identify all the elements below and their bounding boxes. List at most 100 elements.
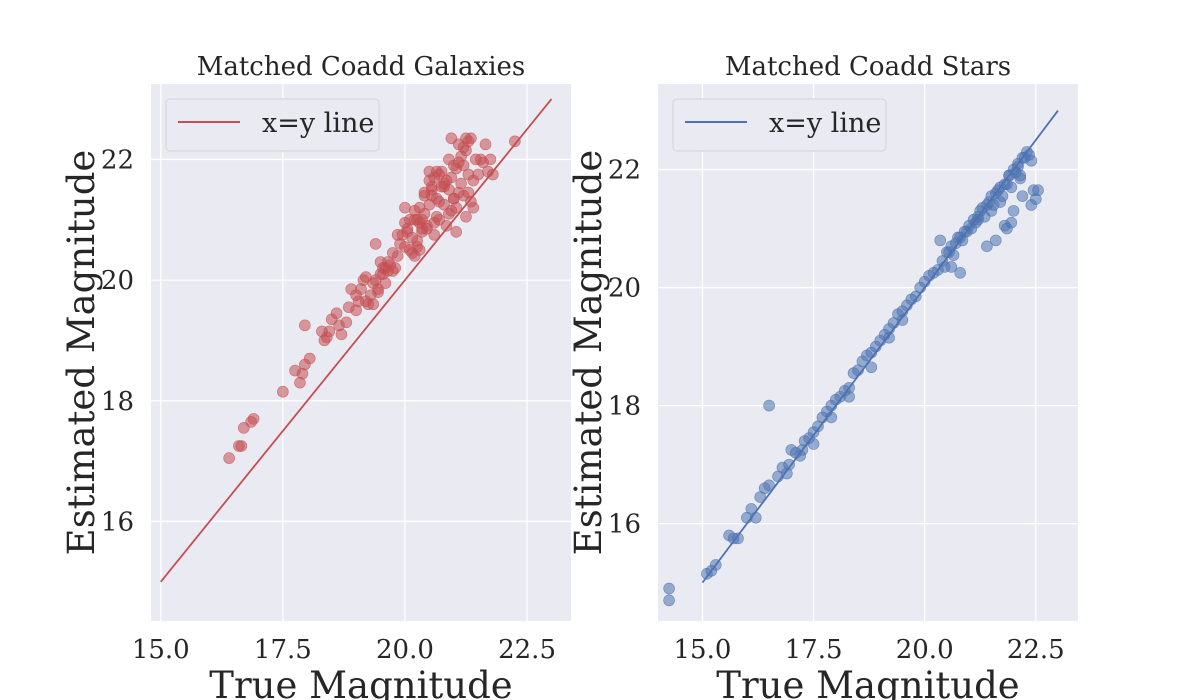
stars-data-point bbox=[985, 205, 998, 217]
stars-data-point bbox=[994, 196, 1007, 208]
stars-data-point bbox=[1023, 149, 1035, 161]
stars-data-point bbox=[934, 234, 947, 247]
galaxies-data-point bbox=[430, 165, 443, 178]
stars-data-point bbox=[663, 594, 675, 607]
galaxies-data-point bbox=[382, 256, 394, 268]
stars-data-point bbox=[1001, 222, 1013, 235]
galaxies-data-point bbox=[340, 316, 353, 329]
galaxies-data-point bbox=[460, 210, 472, 223]
stars-data-point bbox=[763, 399, 775, 412]
galaxies-data-point bbox=[411, 241, 423, 253]
galaxies-data-point bbox=[438, 180, 450, 193]
galaxies-data-point bbox=[433, 213, 445, 226]
galaxies-data-point bbox=[462, 186, 475, 199]
stars-data-point bbox=[763, 479, 775, 492]
stars-data-point bbox=[1014, 169, 1027, 182]
galaxies-x-axis-label: True Magnitude bbox=[209, 664, 512, 700]
stars-panel: 15.0 17.5 20.0 22.5 16 18 20 22 Matched Coadd St… bbox=[567, 52, 1078, 700]
galaxies-data-point bbox=[277, 385, 289, 398]
galaxies-data-point bbox=[426, 180, 438, 193]
galaxies-legend-box bbox=[165, 98, 380, 152]
stars-data-point bbox=[981, 240, 993, 253]
galaxies-data-point bbox=[460, 144, 472, 157]
galaxies-legend-label: x=y line bbox=[262, 108, 374, 139]
galaxies-legend: x=y line bbox=[165, 98, 380, 152]
galaxies-y-axis-label: Estimated Magnitude bbox=[60, 150, 103, 556]
stars-y-tick-label: 18 bbox=[608, 392, 641, 422]
stars-data-point bbox=[954, 267, 967, 279]
galaxies-data-point bbox=[399, 201, 411, 214]
stars-data-point bbox=[663, 582, 675, 595]
galaxies-data-point bbox=[450, 226, 463, 238]
galaxies-data-point bbox=[335, 328, 348, 341]
stars-data-point bbox=[1003, 169, 1015, 182]
galaxies-data-point bbox=[430, 192, 443, 205]
galaxies-data-point bbox=[452, 156, 465, 169]
galaxies-data-point bbox=[299, 319, 311, 332]
stars-data-point bbox=[965, 222, 978, 235]
galaxies-data-point bbox=[447, 192, 460, 205]
galaxies-data-point bbox=[377, 268, 389, 280]
stars-data-point bbox=[807, 438, 820, 450]
galaxies-data-point bbox=[386, 247, 399, 259]
galaxies-data-point bbox=[487, 168, 499, 181]
stars-data-point bbox=[989, 234, 1002, 247]
galaxies-x-tick-label: 17.5 bbox=[254, 635, 312, 665]
galaxies-data-point bbox=[369, 238, 382, 250]
galaxies-panel: 15.0 17.5 20.0 22.5 16 18 20 22 Matched Coadd Ga… bbox=[60, 52, 571, 700]
stars-data-point bbox=[749, 511, 762, 524]
galaxies-data-point bbox=[467, 201, 480, 214]
stars-x-tick-label: 22.5 bbox=[1007, 635, 1065, 665]
galaxies-data-point bbox=[484, 153, 497, 166]
stars-data-point bbox=[1025, 199, 1038, 211]
stars-x-tick-label: 20.0 bbox=[896, 635, 954, 665]
galaxies-title: Matched Coadd Galaxies bbox=[197, 52, 526, 82]
stars-x-tick-label: 17.5 bbox=[785, 635, 843, 665]
stars-data-point bbox=[947, 249, 960, 261]
stars-data-point bbox=[1005, 181, 1018, 194]
stars-data-point bbox=[825, 411, 838, 424]
galaxies-data-point bbox=[404, 213, 416, 226]
galaxies-data-point bbox=[479, 138, 492, 151]
galaxies-data-point bbox=[455, 177, 467, 190]
galaxies-data-point bbox=[443, 153, 455, 166]
stars-x-axis-label: True Magnitude bbox=[716, 664, 1019, 700]
galaxies-data-point bbox=[372, 286, 384, 298]
galaxies-data-point bbox=[460, 132, 472, 145]
stars-data-point bbox=[896, 314, 909, 326]
galaxies-data-point bbox=[247, 413, 260, 425]
stars-legend-label: x=y line bbox=[769, 108, 881, 139]
stars-data-point bbox=[945, 261, 958, 273]
galaxies-data-point bbox=[445, 132, 458, 145]
stars-legend-box bbox=[672, 98, 887, 152]
galaxies-y-tick-label: 18 bbox=[101, 387, 134, 417]
stars-y-tick-label: 22 bbox=[608, 156, 641, 186]
stars-legend: x=y line bbox=[672, 98, 887, 152]
galaxies-data-point bbox=[401, 226, 414, 238]
galaxies-y-tick-label: 22 bbox=[101, 145, 134, 175]
galaxies-y-tick-label: 20 bbox=[101, 266, 134, 296]
stars-data-point bbox=[1016, 190, 1029, 202]
galaxies-x-tick-label: 20.0 bbox=[376, 635, 434, 665]
galaxies-data-point bbox=[391, 229, 404, 241]
galaxies-xy-line bbox=[160, 98, 553, 583]
galaxies-x-tick-label: 15.0 bbox=[132, 635, 190, 665]
galaxies-data-point bbox=[303, 352, 316, 365]
stars-data-point bbox=[732, 532, 744, 545]
galaxies-data-point bbox=[367, 298, 380, 311]
stars-x-tick-label: 15.0 bbox=[673, 635, 731, 665]
stars-data-point bbox=[781, 467, 793, 480]
stars-data-point bbox=[843, 390, 855, 403]
galaxies-plot-area bbox=[151, 84, 571, 621]
galaxies-data-point bbox=[428, 229, 441, 241]
galaxies-data-point bbox=[472, 168, 485, 181]
galaxies-data-point bbox=[416, 223, 428, 235]
stars-y-axis-label: Estimated Magnitude bbox=[567, 150, 610, 556]
stars-title: Matched Coadd Stars bbox=[725, 52, 1011, 82]
stars-data-point bbox=[865, 361, 878, 374]
galaxies-data-point bbox=[413, 201, 426, 214]
stars-y-tick-label: 20 bbox=[608, 274, 641, 304]
galaxies-data-point bbox=[474, 153, 487, 166]
stars-y-tick-label: 16 bbox=[608, 510, 641, 540]
